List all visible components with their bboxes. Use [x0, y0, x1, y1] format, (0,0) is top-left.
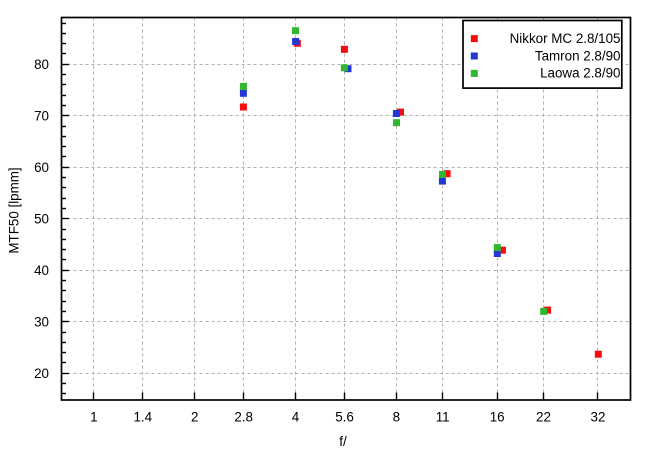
svg-text:8: 8 — [393, 410, 400, 425]
svg-text:MTF50 [lpmm]: MTF50 [lpmm] — [6, 167, 21, 253]
svg-text:30: 30 — [34, 314, 49, 329]
svg-text:50: 50 — [34, 211, 49, 226]
svg-text:80: 80 — [34, 57, 49, 72]
svg-text:Nikkor MC 2.8/105: Nikkor MC 2.8/105 — [510, 31, 621, 46]
svg-text:16: 16 — [490, 410, 505, 425]
svg-text:22: 22 — [536, 410, 551, 425]
svg-text:60: 60 — [34, 160, 49, 175]
svg-text:f/: f/ — [339, 434, 347, 449]
svg-text:11: 11 — [436, 410, 450, 425]
svg-text:4: 4 — [292, 410, 300, 425]
svg-text:20: 20 — [34, 366, 49, 381]
svg-text:70: 70 — [34, 108, 49, 123]
svg-text:2.8: 2.8 — [234, 410, 253, 425]
svg-text:Tamron 2.8/90: Tamron 2.8/90 — [535, 48, 621, 63]
svg-text:1.4: 1.4 — [133, 410, 152, 425]
svg-text:40: 40 — [34, 263, 49, 278]
svg-text:5.6: 5.6 — [335, 410, 354, 425]
svg-text:32: 32 — [591, 410, 606, 425]
svg-text:1: 1 — [90, 410, 97, 425]
svg-text:Laowa 2.8/90: Laowa 2.8/90 — [540, 66, 620, 81]
svg-text:2: 2 — [191, 410, 198, 425]
